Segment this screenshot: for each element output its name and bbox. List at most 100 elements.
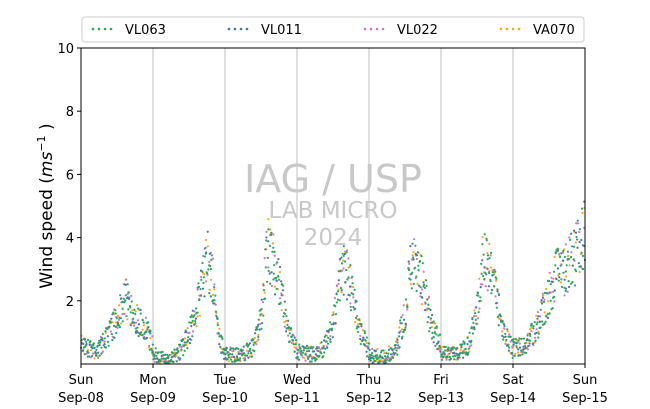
data-point xyxy=(502,338,505,341)
data-point xyxy=(209,295,212,298)
data-point xyxy=(368,348,371,351)
data-point xyxy=(401,328,404,331)
data-point xyxy=(342,259,345,262)
data-point xyxy=(103,340,106,343)
data-point xyxy=(316,346,319,349)
data-point xyxy=(126,293,129,296)
data-point xyxy=(116,322,120,325)
data-point xyxy=(581,254,585,257)
data-point xyxy=(86,338,90,341)
data-point xyxy=(518,342,521,345)
data-point xyxy=(279,301,282,304)
data-point xyxy=(111,313,114,316)
data-point xyxy=(256,325,259,328)
data-point xyxy=(549,299,552,302)
data-point xyxy=(422,285,425,288)
data-point xyxy=(372,357,375,360)
data-point xyxy=(474,314,478,318)
data-point xyxy=(496,290,499,293)
data-point xyxy=(449,350,453,354)
data-point xyxy=(347,276,350,279)
data-point xyxy=(128,297,131,300)
data-point xyxy=(208,292,211,295)
x-tick-day: Sun xyxy=(573,373,598,388)
data-point xyxy=(203,255,207,258)
data-point xyxy=(537,332,540,335)
data-point xyxy=(511,356,514,359)
data-point xyxy=(290,335,293,339)
data-point xyxy=(359,337,362,341)
data-point xyxy=(214,294,217,297)
y-tick-label: 8 xyxy=(66,105,74,120)
data-point xyxy=(154,347,157,350)
data-point xyxy=(455,347,458,350)
data-point xyxy=(528,342,531,345)
data-point xyxy=(220,352,223,355)
data-point xyxy=(292,339,295,342)
data-point xyxy=(575,222,578,225)
data-point xyxy=(576,238,579,241)
data-point xyxy=(195,325,198,328)
data-point xyxy=(484,285,487,288)
data-point xyxy=(499,315,502,318)
data-point xyxy=(531,342,534,345)
data-point xyxy=(414,266,417,269)
data-point xyxy=(154,351,157,354)
data-point xyxy=(194,322,197,325)
data-point xyxy=(328,328,332,331)
data-point xyxy=(113,324,116,327)
data-point xyxy=(542,300,546,303)
data-point xyxy=(248,355,251,358)
data-point xyxy=(490,288,493,291)
data-point xyxy=(229,353,232,356)
data-point xyxy=(352,293,355,296)
legend-label-VL011: VL011 xyxy=(261,23,302,38)
data-point xyxy=(502,336,505,339)
data-point xyxy=(271,250,274,253)
data-point xyxy=(343,252,346,256)
data-point xyxy=(543,291,547,295)
data-point xyxy=(362,329,365,332)
data-point xyxy=(342,245,345,248)
data-point xyxy=(409,283,412,286)
data-point xyxy=(407,260,410,263)
data-point xyxy=(102,344,105,347)
data-point xyxy=(468,331,471,334)
data-point xyxy=(337,270,340,273)
data-point xyxy=(558,255,562,258)
data-point xyxy=(539,308,542,311)
data-point xyxy=(559,264,562,267)
data-point xyxy=(365,341,368,345)
data-point xyxy=(177,356,180,359)
data-point xyxy=(119,294,122,297)
data-point xyxy=(116,314,120,317)
data-point xyxy=(137,307,140,310)
data-point xyxy=(252,343,255,346)
legend-marker xyxy=(369,27,373,31)
data-point xyxy=(273,285,277,288)
data-point xyxy=(265,230,268,233)
data-point xyxy=(139,312,142,315)
data-point xyxy=(381,360,384,363)
data-point xyxy=(141,319,144,322)
data-point xyxy=(535,314,538,317)
data-point xyxy=(536,311,540,314)
data-point xyxy=(341,252,344,255)
data-point xyxy=(516,341,519,344)
data-point xyxy=(483,277,486,281)
legend-marker xyxy=(109,27,113,31)
data-point xyxy=(422,281,425,284)
data-point xyxy=(345,298,348,301)
data-point xyxy=(527,345,530,348)
data-point xyxy=(398,346,401,349)
data-point xyxy=(235,347,238,350)
data-point xyxy=(293,336,296,339)
data-point xyxy=(502,323,506,326)
data-point xyxy=(399,330,402,333)
data-point xyxy=(579,265,582,268)
data-point xyxy=(575,235,578,239)
data-point xyxy=(308,355,311,358)
data-point xyxy=(284,308,287,311)
data-point xyxy=(342,254,345,257)
data-point xyxy=(404,322,408,325)
